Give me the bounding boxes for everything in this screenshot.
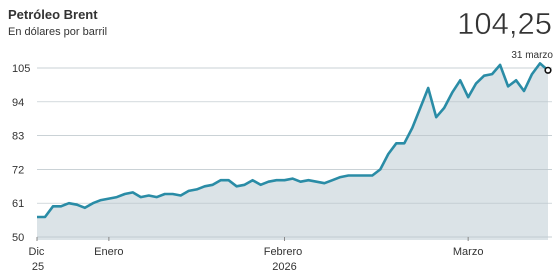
last-point [545, 68, 551, 74]
y-tick-label: 94 [12, 97, 24, 109]
chart: Petróleo Brent En dólares por barril 104… [0, 0, 555, 273]
x-tick-label-line: Dic [29, 246, 48, 258]
chart-title: Petróleo Brent [8, 7, 98, 22]
y-tick-label: 83 [12, 131, 24, 143]
y-tick-label: 72 [12, 164, 24, 176]
highlight-value: 104,25 [457, 6, 552, 41]
x-tick-label-line: 2026 [272, 261, 296, 273]
chart-subtitle: En dólares por barril [8, 26, 107, 38]
x-tick-label: Enero [94, 246, 123, 258]
y-tick-label: 61 [12, 198, 24, 210]
x-tick-label: Marzo [453, 246, 484, 258]
y-tick-label: 105 [12, 63, 30, 75]
x-tick-label-line: Febrero [264, 246, 306, 258]
x-tick-label-line: 25 [32, 261, 44, 273]
y-tick-label: 50 [12, 232, 24, 244]
annotation: 31 marzo [511, 50, 553, 61]
